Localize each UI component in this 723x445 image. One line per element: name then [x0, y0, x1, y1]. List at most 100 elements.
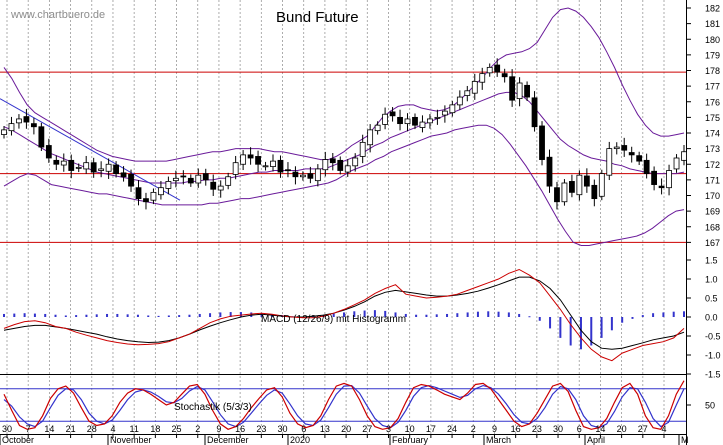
candle-body [651, 170, 658, 185]
macd-histogram-bar [136, 314, 139, 317]
candle-body [105, 163, 112, 172]
candle-body [636, 155, 643, 162]
candle-body [277, 159, 284, 173]
trendline [0, 98, 181, 201]
candle-body [583, 175, 590, 187]
candle-body [16, 118, 22, 124]
macd-histogram-bar [44, 313, 47, 317]
macd-histogram-bar [456, 313, 459, 317]
time-tick-label: 23 [532, 424, 542, 434]
price-tick-label: 176 [705, 97, 720, 107]
candle-body [255, 156, 261, 165]
candle-body [158, 187, 164, 196]
price-panel [0, 7, 687, 246]
macd-histogram-bar [3, 313, 5, 317]
macd-histogram-bar [590, 317, 593, 346]
candle-body [374, 124, 381, 132]
candle-body [225, 176, 232, 186]
macd-histogram-bar [610, 317, 613, 331]
candle-body [516, 82, 523, 100]
candle-body [262, 165, 269, 168]
macd-histogram-bar [85, 314, 88, 317]
candle-body [554, 187, 560, 203]
macd-histogram-bar [466, 312, 469, 317]
candle-body [569, 181, 575, 193]
time-tick-label: 14 [44, 424, 54, 434]
stoch-tick-label: 50 [705, 401, 715, 411]
time-tick-label: 2 [195, 424, 200, 434]
candle-body [539, 125, 545, 160]
macd-histogram-bar [260, 313, 263, 317]
candle-body [247, 154, 254, 159]
macd-histogram-bar [332, 313, 335, 317]
time-tick-label: 9 [216, 424, 221, 434]
candle-body [412, 116, 418, 126]
macd-histogram-bar [54, 314, 57, 317]
bollinger-line [3, 124, 685, 246]
macd-tick-label: -1.5 [705, 370, 721, 380]
month-label: March [486, 435, 511, 445]
candle-body [471, 81, 478, 94]
candle-body [128, 174, 134, 187]
candle-body [359, 141, 366, 157]
time-tick-label: 16 [511, 424, 521, 434]
month-label: April [587, 435, 605, 445]
macd-histogram-bar [209, 313, 212, 317]
candle-body [90, 162, 97, 173]
candle-body [666, 170, 672, 189]
candle-body [45, 145, 52, 159]
macd-histogram-bar [569, 317, 572, 346]
time-tick-label: 3 [386, 424, 391, 434]
candle-body [337, 159, 344, 171]
time-tick-label: 27 [638, 424, 648, 434]
candle-body [135, 187, 142, 200]
candle-body [292, 171, 299, 178]
candle-body [576, 174, 583, 196]
bollinger-line [3, 7, 685, 162]
watermark: www.chartbuero.de [10, 9, 105, 21]
macd-tick-label: 1.0 [705, 275, 718, 285]
macd-histogram-bar [507, 312, 510, 317]
macd-histogram-bar [23, 313, 26, 317]
macd-histogram-bar [198, 313, 201, 317]
time-tick-label: 4 [110, 424, 115, 434]
candle-body [98, 168, 105, 171]
candle-body [172, 177, 179, 182]
candle-body [501, 73, 508, 78]
time-tick-label: 6 [577, 424, 582, 434]
candle-body [486, 66, 493, 74]
macd-histogram-bar [75, 315, 78, 317]
candle-body [180, 175, 187, 178]
time-tick-label: 6 [301, 424, 306, 434]
time-tick-label: 4 [661, 424, 666, 434]
candle-body [195, 174, 202, 184]
time-tick-label: 21 [66, 424, 76, 434]
candle-body [494, 64, 501, 73]
macd-line [3, 276, 685, 350]
macd-histogram-bar [126, 314, 129, 317]
candle-body [382, 113, 388, 125]
macd-histogram-bar [476, 311, 479, 317]
macd-histogram-bar [435, 314, 438, 317]
candle-body [613, 146, 620, 150]
macd-histogram-bar [518, 313, 521, 317]
candle-body [546, 156, 553, 187]
candle-body [621, 145, 628, 151]
candle-body [23, 116, 30, 123]
time-tick-label: 18 [150, 424, 160, 434]
stochastic-panel [0, 380, 686, 430]
macd-histogram-bar [363, 310, 366, 317]
macd-panel [3, 268, 685, 362]
candle-body [344, 165, 351, 173]
candle-body [329, 158, 336, 164]
price-tick-label: 167 [705, 238, 720, 248]
macd-histogram-bar [652, 313, 655, 317]
macd-histogram-bar [353, 311, 356, 317]
price-tick-label: 170 [705, 191, 720, 201]
macd-histogram-bar [178, 315, 181, 317]
candle-body [113, 164, 119, 175]
macd-histogram-bar [229, 312, 232, 317]
candle-body [419, 121, 426, 128]
